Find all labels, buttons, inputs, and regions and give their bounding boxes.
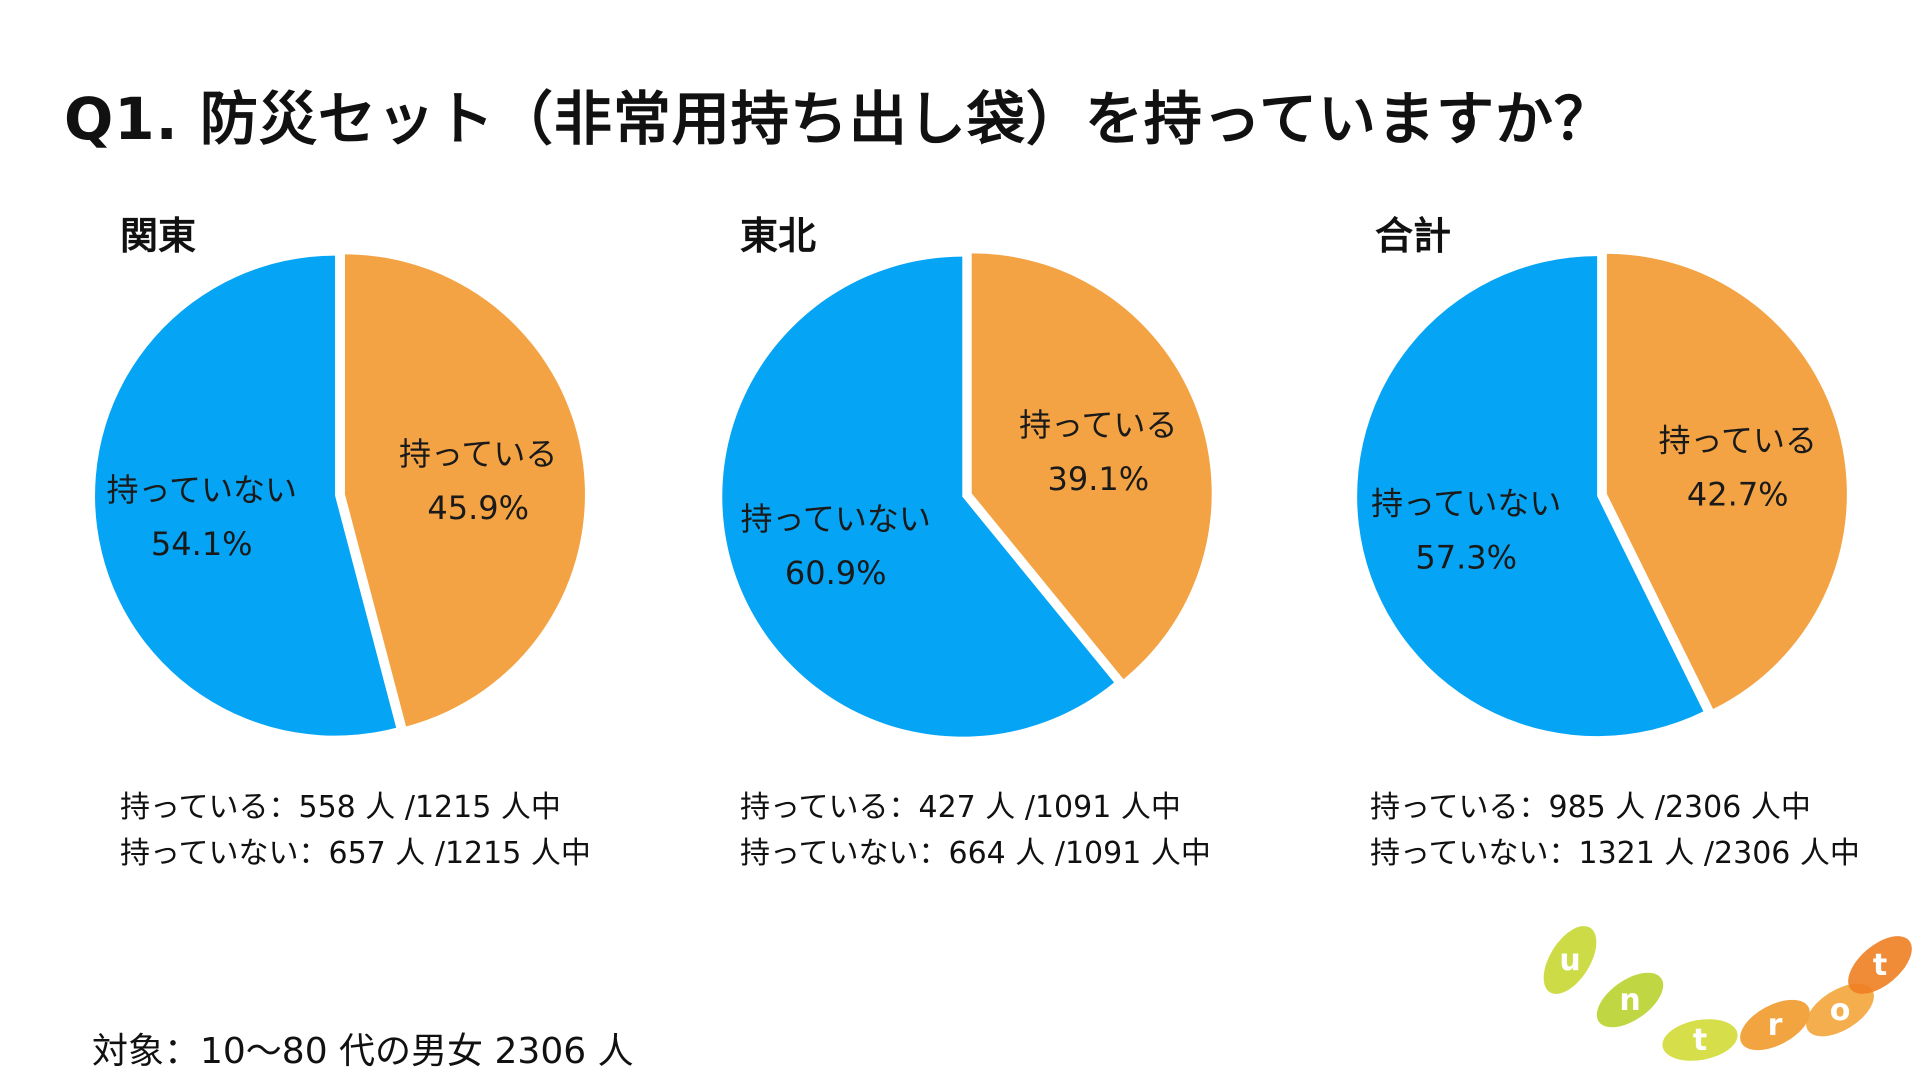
pie-slice-have [1606, 253, 1847, 710]
svg-text:r: r [1768, 1008, 1783, 1043]
pie-slice-not-have [1357, 256, 1704, 737]
counts-block: 持っている：985 人 /2306 人中 持っていない：1321 人 /2306… [1370, 785, 1860, 877]
count-not-have: 持っていない：1321 人 /2306 人中 [1370, 836, 1860, 871]
region-title: 東北 [740, 214, 817, 258]
logo-letter: t [1662, 1019, 1738, 1061]
counts-block: 持っている：558 人 /1215 人中 持っていない：657 人 /1215 … [120, 785, 591, 877]
region-title: 合計 [1375, 214, 1452, 258]
panel-tohoku: 東北 持っている 39.1% 持っていない 60.9% 持っている：427 人 /10… [625, 0, 1225, 900]
slice-value-label: 45.9% [427, 489, 529, 527]
count-have: 持っている：558 人 /1215 人中 [120, 790, 561, 825]
svg-text:t: t [1693, 1023, 1707, 1058]
slice-value-label: 42.7% [1687, 475, 1789, 513]
svg-text:n: n [1619, 983, 1640, 1018]
pie-chart: 持っている 42.7% 持っていない 57.3% [1357, 253, 1847, 737]
slice-label: 持っている [1659, 421, 1817, 459]
slice-value-label: 54.1% [151, 525, 253, 563]
logo-letter: n [1596, 972, 1664, 1028]
slice-label: 持っていない [107, 471, 297, 509]
slice-label: 持っていない [1371, 485, 1561, 523]
count-not-have: 持っていない：664 人 /1091 人中 [740, 836, 1211, 871]
counts-block: 持っている：427 人 /1091 人中 持っていない：664 人 /1091 … [740, 785, 1211, 877]
pie-slice-have [344, 254, 585, 727]
count-have: 持っている：427 人 /1091 人中 [740, 790, 1181, 825]
slice-value-label: 39.1% [1047, 460, 1149, 498]
panel-total: 合計 持っている 42.7% 持っていない 57.3% 持っている：985 人 /23… [1255, 0, 1860, 900]
pie-slice-not-have [722, 256, 1115, 737]
slice-label: 持っている [399, 435, 557, 473]
panel-kanto: 関東 持っている 45.9% 持っていない 54.1% 持っている：558 人 /12… [0, 0, 600, 900]
count-have: 持っている：985 人 /2306 人中 [1370, 790, 1811, 825]
pie-chart: 持っている 45.9% 持っていない 54.1% [95, 254, 585, 736]
slice-label: 持っていない [740, 500, 930, 538]
slice-label: 持っている [1019, 406, 1177, 444]
page-title: Q1. 防災セット（非常用持ち出し袋）を持っていますか？ [64, 85, 1613, 153]
region-title: 関東 [120, 214, 197, 258]
svg-text:u: u [1559, 943, 1580, 978]
untrot-logo: unt r ot [1543, 926, 1912, 1061]
count-not-have: 持っていない：657 人 /1215 人中 [120, 836, 591, 871]
pie-chart: 持っている 39.1% 持っていない 60.9% [722, 253, 1212, 737]
logo-letter: r [1740, 999, 1810, 1051]
slice-value-label: 57.3% [1415, 539, 1517, 577]
survey-subject: 対象：10〜80 代の男女 2306 人 [92, 1031, 634, 1072]
svg-text:t: t [1873, 948, 1887, 983]
slice-value-label: 60.9% [785, 554, 887, 592]
pie-slice-have [971, 253, 1212, 680]
svg-text:o: o [1830, 993, 1851, 1028]
pie-slice-not-have [95, 255, 397, 736]
logo-letter: o [1806, 983, 1874, 1037]
logo-letter: u [1543, 926, 1597, 994]
logo-letter: t [1848, 936, 1912, 994]
